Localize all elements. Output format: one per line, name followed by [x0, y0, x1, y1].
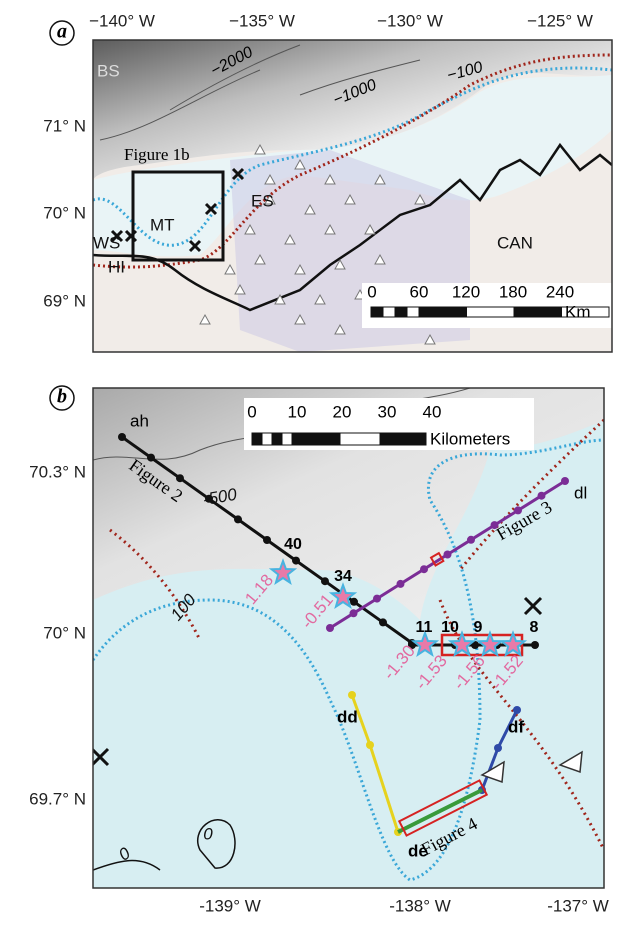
scale-segment	[272, 433, 282, 445]
scale-segment	[371, 307, 383, 317]
figure: 0 60 120 180 240Km 0 10 20 30 40 Kilometers −140°…	[0, 0, 620, 920]
station-label: 40	[284, 536, 302, 553]
station-dot	[350, 598, 358, 606]
scale-segment	[419, 307, 467, 317]
station-dot	[397, 580, 405, 588]
panel-b-map: 0 10 20 30 40 Kilometers	[92, 388, 604, 888]
y-axis-label: 69° N	[43, 291, 86, 310]
transect-label: dd	[337, 707, 358, 726]
station-dot	[494, 744, 502, 752]
scale-segment	[383, 307, 395, 317]
place-label: CAN	[497, 233, 533, 252]
station-dot	[176, 474, 184, 482]
scale-segment	[340, 433, 380, 445]
transect-label: ah	[130, 411, 149, 430]
scale-segment	[407, 307, 419, 317]
transect-label: dl	[574, 483, 587, 502]
station-dot	[513, 706, 521, 714]
transect-label: df	[508, 717, 524, 736]
x-axis-label: −140° W	[89, 11, 155, 30]
station-dot	[531, 641, 539, 649]
station-label: 8	[530, 619, 539, 636]
place-label: BS	[97, 61, 120, 80]
place-label: HI	[108, 257, 125, 276]
station-dot	[147, 454, 155, 462]
scale-label: 240	[546, 282, 574, 301]
station-dot	[350, 609, 358, 617]
y-axis-label: 70° N	[43, 203, 86, 222]
station-dot	[234, 515, 242, 523]
station-dot	[561, 477, 569, 485]
scale-label: 0	[247, 402, 256, 421]
station-dot	[326, 624, 334, 632]
place-label: MT	[150, 215, 175, 234]
station-dot	[379, 618, 387, 626]
station-label: 34	[334, 568, 352, 585]
scale-label: 180	[499, 282, 527, 301]
inset-label: Figure 1b	[124, 145, 190, 164]
x-axis-label: −135° W	[229, 11, 295, 30]
scale-label: 40	[423, 402, 442, 421]
scale-unit: Km	[565, 302, 591, 321]
y-axis-label: 70° N	[43, 623, 86, 642]
scale-segment	[514, 307, 562, 317]
station-label: 11	[416, 619, 433, 636]
y-axis-label: 70.3° N	[29, 462, 86, 481]
station-dot	[348, 691, 356, 699]
station-dot	[118, 433, 126, 441]
scale-unit: Kilometers	[430, 429, 510, 448]
scale-segment	[292, 433, 340, 445]
station-dot	[366, 741, 374, 749]
x-axis-label: −125° W	[527, 11, 593, 30]
scale-label: 20	[333, 402, 352, 421]
scale-segment	[282, 433, 292, 445]
scale-segment	[380, 433, 426, 445]
scale-label: 60	[410, 282, 429, 301]
panel-label: b	[57, 386, 67, 408]
contour-label: 0	[203, 824, 213, 843]
station-label: 10	[441, 619, 459, 636]
x-axis-label: −130° W	[377, 11, 443, 30]
x-axis-label: -138° W	[389, 896, 451, 915]
panel-label: a	[57, 21, 67, 43]
scale-segment	[252, 433, 262, 445]
y-axis-label: 71° N	[43, 116, 86, 135]
station-dot	[263, 536, 271, 544]
scale-label: 0	[367, 282, 376, 301]
station-dot	[420, 565, 428, 573]
scale-segment	[395, 307, 407, 317]
station-label: 9	[474, 619, 483, 636]
place-label: WS	[93, 233, 120, 252]
scale-segment	[467, 307, 515, 317]
scale-label: 120	[452, 282, 480, 301]
scale-label: 30	[378, 402, 397, 421]
station-dot	[321, 577, 329, 585]
place-label: ES	[251, 191, 274, 210]
y-axis-label: 69.7° N	[29, 789, 86, 808]
station-dot	[444, 551, 452, 559]
station-dot	[292, 557, 300, 565]
x-axis-label: -137° W	[547, 896, 609, 915]
station-dot	[373, 595, 381, 603]
x-axis-label: -139° W	[199, 896, 261, 915]
scale-label: 10	[288, 402, 307, 421]
station-dot	[467, 536, 475, 544]
scale-segment	[262, 433, 272, 445]
